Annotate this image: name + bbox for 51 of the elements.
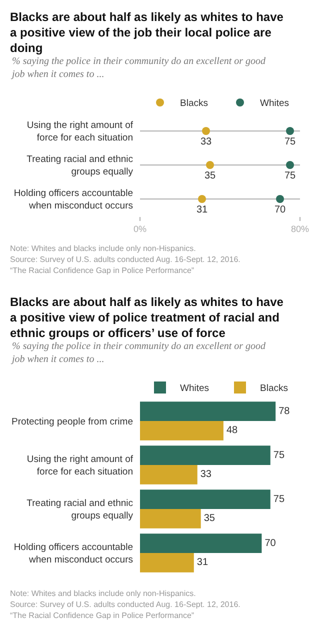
legend-label: Whites: [260, 98, 290, 110]
data-label: 75: [284, 136, 296, 148]
source-note: Source: Survey of U.S. adults conducted Aug. 16-Sept. 12, 2016.: [10, 600, 240, 609]
point: [286, 127, 294, 135]
y-tick-label: Using the right amount of force for each situation: [26, 454, 134, 478]
y-tick-label: Protecting people from crime: [12, 416, 133, 428]
point: [276, 195, 284, 203]
bar: [140, 534, 262, 553]
bar: [140, 490, 270, 509]
data-label: 75: [273, 494, 285, 505]
data-label: 35: [204, 513, 216, 524]
text: Note: Whites and blacks include only non-Hispanics.: [10, 589, 196, 598]
bar: [140, 446, 270, 465]
x-tick-label: 0%: [133, 224, 147, 234]
data-label: 78: [278, 406, 290, 417]
y-tick-label: Treating racial and ethnic groups equally: [26, 498, 134, 522]
legend-label: Blacks: [260, 383, 288, 394]
text: Note: Whites and blacks include only non-Hispanics.: [10, 244, 196, 253]
x-tick-label: 80%: [290, 224, 310, 234]
text: “The Racial Confidence Gap in Police Performance”: [10, 266, 194, 275]
chart-subtitle: % saying the police in their community do an excellent or good job when it comes to ...: [10, 341, 267, 365]
point: [198, 195, 206, 203]
data-label: 31: [196, 204, 208, 216]
chart-title: Blacks are about half as likely as whites to have a positive view of the job their local police are doing: [10, 10, 284, 56]
text: “The Racial Confidence Gap in Police Performance”: [10, 611, 194, 620]
chart-title: Blacks are about half as likely as whites to have a positive view of police treatment of racial and ethnic groups or officers’ use of force: [10, 295, 284, 340]
y-tick-label: Treating racial and ethnic groups equally: [26, 154, 134, 178]
y-tick-label: Holding officers accountable when misconduct occurs: [14, 188, 134, 212]
bar: [140, 465, 198, 484]
point: [286, 161, 294, 169]
chart-subtitle: % saying the police in their community do an excellent or good job when it comes to ...: [10, 56, 267, 80]
data-label: 75: [284, 170, 296, 182]
legend-label: Blacks: [180, 98, 208, 110]
bar: [140, 421, 224, 440]
bar: [140, 402, 276, 421]
y-tick-label: Using the right amount of force for each situation: [26, 120, 134, 144]
bar: [140, 509, 201, 528]
point: [202, 127, 210, 135]
legend-label: Whites: [180, 383, 210, 394]
data-label: 70: [264, 538, 276, 549]
data-label: 33: [200, 469, 212, 480]
data-label: 31: [196, 557, 208, 568]
data-label: 35: [204, 170, 216, 182]
bar: [140, 553, 194, 572]
data-label: 33: [200, 136, 212, 148]
data-label: 48: [226, 425, 238, 436]
y-tick-label: Holding officers accountable when misconduct occurs: [14, 542, 134, 566]
data-label: 70: [274, 204, 286, 216]
point: [206, 161, 214, 169]
source-note: Source: Survey of U.S. adults conducted Aug. 16-Sept. 12, 2016.: [10, 255, 240, 264]
data-label: 75: [273, 450, 285, 461]
